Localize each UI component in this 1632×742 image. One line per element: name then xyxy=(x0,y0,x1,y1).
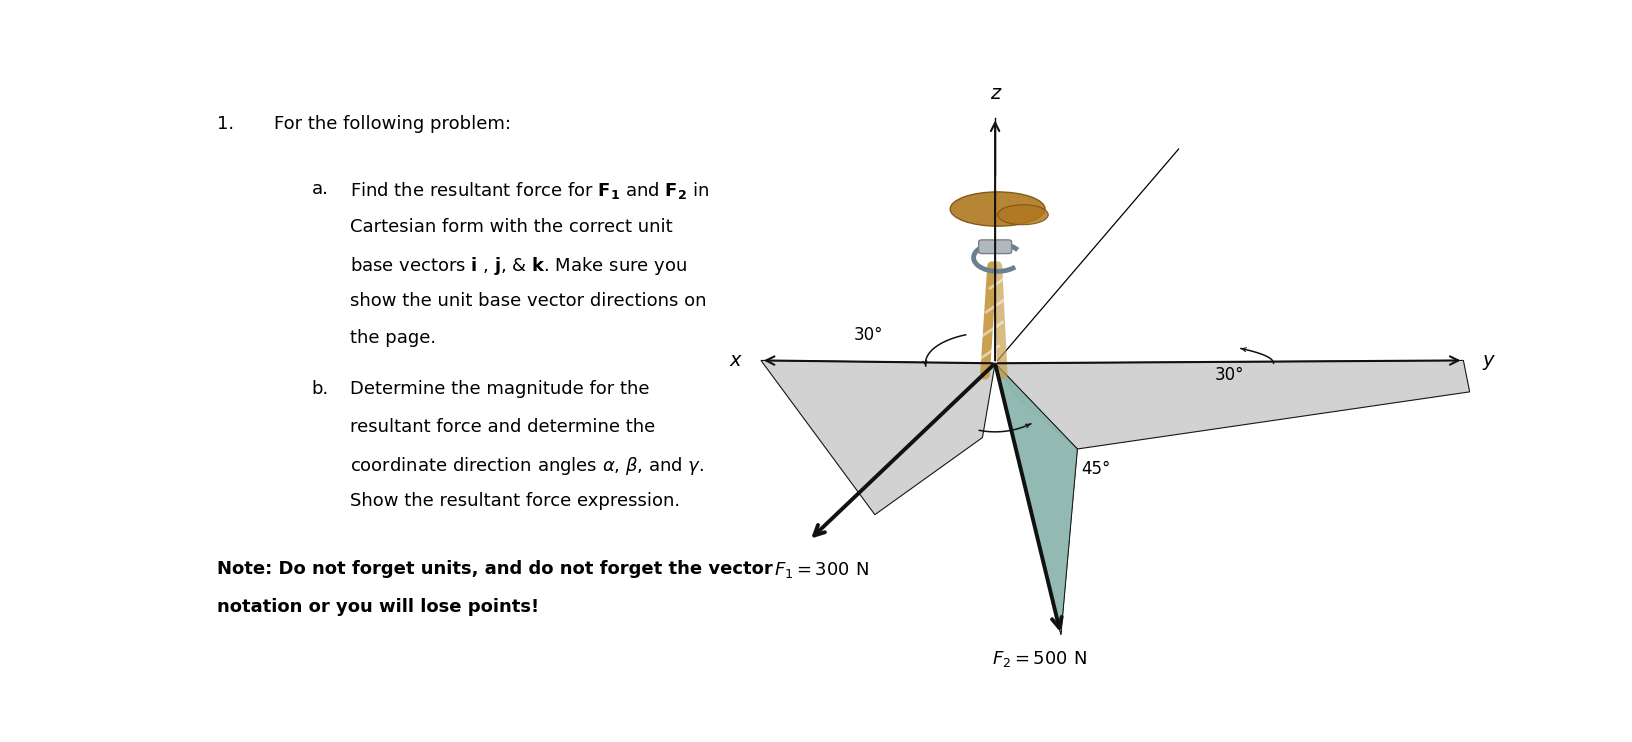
Text: z: z xyxy=(989,85,1000,103)
Text: a.: a. xyxy=(312,180,328,198)
Polygon shape xyxy=(994,364,1077,634)
Text: y: y xyxy=(1482,351,1493,370)
Text: Find the resultant force for $\mathbf{F_1}$ and $\mathbf{F_2}$ in: Find the resultant force for $\mathbf{F_… xyxy=(349,180,708,202)
Polygon shape xyxy=(994,361,1469,449)
Ellipse shape xyxy=(997,205,1048,225)
Text: Note: Do not forget units, and do not forget the vector: Note: Do not forget units, and do not fo… xyxy=(217,560,772,579)
Text: $F_2 = 500\ \mathrm{N}$: $F_2 = 500\ \mathrm{N}$ xyxy=(991,649,1087,669)
Text: x: x xyxy=(730,351,741,370)
Text: show the unit base vector directions on: show the unit base vector directions on xyxy=(349,292,705,310)
Text: resultant force and determine the: resultant force and determine the xyxy=(349,418,654,436)
Polygon shape xyxy=(994,364,1077,634)
Text: 45°: 45° xyxy=(1080,460,1110,478)
Text: Show the resultant force expression.: Show the resultant force expression. xyxy=(349,492,679,510)
Polygon shape xyxy=(761,361,994,515)
Text: 30°: 30° xyxy=(854,326,883,344)
Text: notation or you will lose points!: notation or you will lose points! xyxy=(217,597,539,616)
FancyBboxPatch shape xyxy=(978,240,1010,254)
Text: base vectors $\mathbf{i}$ , $\mathbf{j}$, & $\mathbf{k}$. Make sure you: base vectors $\mathbf{i}$ , $\mathbf{j}$… xyxy=(349,255,687,277)
Text: For the following problem:: For the following problem: xyxy=(274,115,511,133)
Text: $F_1 = 300\ \mathrm{N}$: $F_1 = 300\ \mathrm{N}$ xyxy=(774,560,868,580)
Text: Determine the magnitude for the: Determine the magnitude for the xyxy=(349,381,650,398)
Text: the page.: the page. xyxy=(349,329,436,347)
Text: Cartesian form with the correct unit: Cartesian form with the correct unit xyxy=(349,217,672,236)
Text: 1.: 1. xyxy=(217,115,233,133)
Text: 30°: 30° xyxy=(1214,366,1244,384)
Text: b.: b. xyxy=(312,381,328,398)
Text: coordinate direction angles $\alpha$, $\beta$, and $\gamma$.: coordinate direction angles $\alpha$, $\… xyxy=(349,455,703,476)
Ellipse shape xyxy=(950,192,1044,226)
